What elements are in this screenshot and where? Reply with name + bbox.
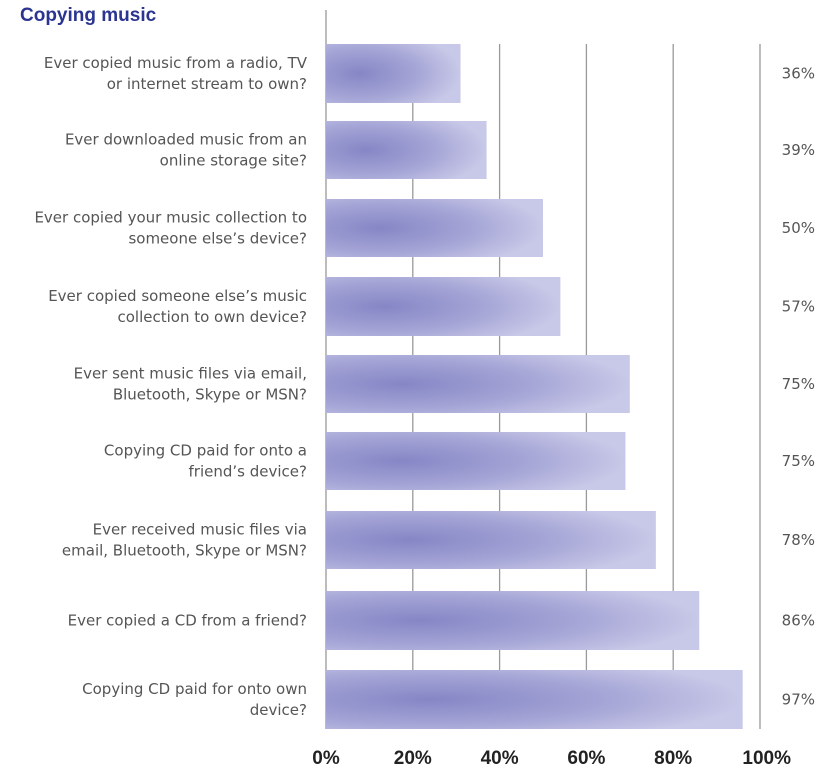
- category-label: Bluetooth, Skype or MSN?: [113, 386, 307, 404]
- category-label: Ever copied someone else’s music: [48, 287, 307, 305]
- value-label: 86%: [782, 612, 815, 630]
- category-label: Copying CD paid for onto a: [104, 442, 307, 460]
- bar: [326, 199, 543, 257]
- category-label: or internet stream to own?: [107, 75, 307, 93]
- value-label: 97%: [782, 691, 815, 709]
- category-label: someone else’s device?: [128, 230, 307, 248]
- x-tick-label: 60%: [567, 748, 605, 769]
- value-label: 75%: [782, 452, 815, 470]
- bar: [326, 511, 656, 569]
- category-label: Ever sent music files via email,: [74, 365, 307, 383]
- bar: [326, 355, 630, 413]
- x-tick-label: 80%: [654, 748, 692, 769]
- category-label: collection to own device?: [117, 308, 307, 326]
- x-tick-label: 100%: [742, 748, 791, 769]
- category-label: friend’s device?: [189, 463, 307, 481]
- category-label: Ever copied your music collection to: [34, 209, 307, 227]
- x-tick-label: 20%: [394, 748, 432, 769]
- x-tick-label: 40%: [481, 748, 519, 769]
- x-axis-ticks: 0% 20% 40% 60% 80% 100%: [312, 748, 791, 769]
- bar: [326, 44, 461, 103]
- category-label: Copying CD paid for onto own: [82, 680, 307, 698]
- bar: [326, 277, 561, 336]
- bars: [326, 44, 743, 729]
- chart-title: Copying music: [20, 5, 157, 26]
- category-label: email, Bluetooth, Skype or MSN?: [62, 542, 307, 560]
- category-label: Ever received music files via: [93, 521, 307, 539]
- bar: [326, 591, 700, 650]
- bar: [326, 432, 626, 490]
- value-label: 50%: [782, 219, 815, 237]
- x-tick-label: 0%: [312, 748, 340, 769]
- value-label: 57%: [782, 298, 815, 316]
- category-label: Ever copied a CD from a friend?: [68, 612, 307, 630]
- bar: [326, 670, 743, 729]
- value-labels: 36% 39% 50% 57% 75% 75% 78% 86% 97%: [782, 65, 815, 709]
- category-labels: Ever copied music from a radio, TV or int…: [34, 54, 307, 719]
- category-label: Ever downloaded music from an: [65, 131, 307, 149]
- value-label: 78%: [782, 531, 815, 549]
- category-label: online storage site?: [160, 152, 307, 170]
- category-label: Ever copied music from a radio, TV: [44, 54, 308, 72]
- bar: [326, 121, 487, 179]
- category-label: device?: [250, 701, 307, 719]
- value-label: 75%: [782, 375, 815, 393]
- value-label: 39%: [782, 141, 815, 159]
- value-label: 36%: [782, 65, 815, 83]
